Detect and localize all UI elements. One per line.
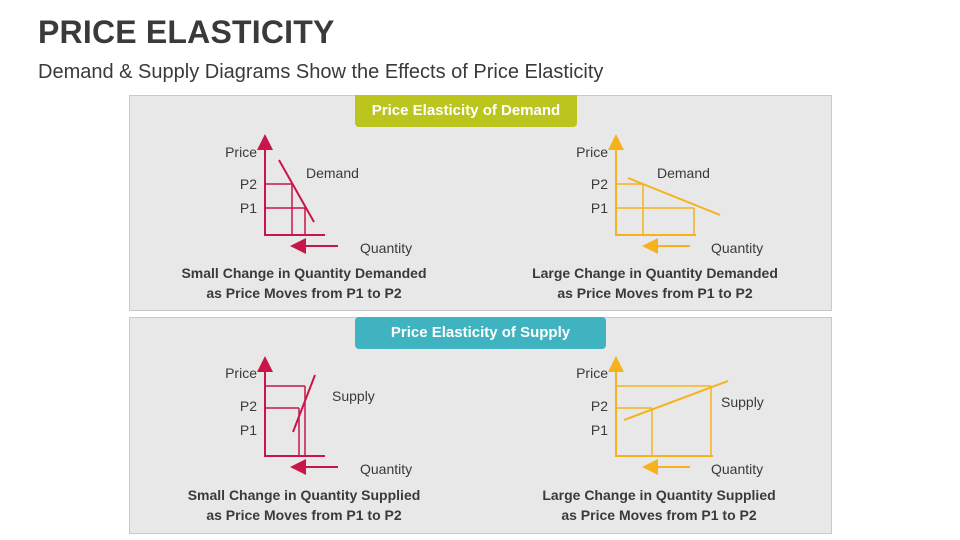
quantity-label: Quantity: [711, 461, 763, 477]
price-label: Price: [225, 144, 257, 160]
quantity-label: Quantity: [360, 240, 412, 256]
supply-right-caption: Large Change in Quantity Supplied as Pri…: [509, 485, 809, 525]
price-label: Price: [225, 365, 257, 381]
p2-label: P2: [240, 398, 257, 414]
demand-left-diagram: Price P2 P1 Demand Quantity: [225, 134, 412, 256]
demand-right-diagram: Price P2 P1 Demand Quantity: [576, 134, 763, 256]
curve-label: Supply: [721, 394, 764, 410]
supply-left-caption: Small Change in Quantity Supplied as Pri…: [154, 485, 454, 525]
demand-right-caption: Large Change in Quantity Demanded as Pri…: [505, 263, 805, 303]
demand-panel: [129, 95, 832, 311]
p2-label: P2: [240, 176, 257, 192]
curve-label: Supply: [332, 388, 375, 404]
p1-label: P1: [591, 422, 608, 438]
quantity-label: Quantity: [711, 240, 763, 256]
p1-label: P1: [240, 200, 257, 216]
supply-section-badge: Price Elasticity of Supply: [355, 317, 606, 349]
supply-left-diagram: Price P2 P1 Supply Quantity: [225, 356, 412, 477]
caption-line-2: as Price Moves from P1 to P2: [561, 507, 757, 523]
demand-left-caption: Small Change in Quantity Demanded as Pri…: [154, 263, 454, 303]
curve-label: Demand: [306, 165, 359, 181]
p1-label: P1: [591, 200, 608, 216]
supply-panel: [129, 317, 832, 534]
page-subtitle: Demand & Supply Diagrams Show the Effect…: [38, 61, 604, 83]
caption-line-2: as Price Moves from P1 to P2: [206, 285, 402, 301]
caption-line-2: as Price Moves from P1 to P2: [206, 507, 402, 523]
p2-label: P2: [591, 398, 608, 414]
caption-line-1: Small Change in Quantity Demanded: [181, 265, 427, 281]
supply-right-diagram: Price P2 P1 Supply Quantity: [576, 356, 764, 477]
p2-label: P2: [591, 176, 608, 192]
quantity-label: Quantity: [360, 461, 412, 477]
price-label: Price: [576, 365, 608, 381]
caption-line-2: as Price Moves from P1 to P2: [557, 285, 753, 301]
caption-line-1: Small Change in Quantity Supplied: [187, 487, 421, 503]
page-title: PRICE ELASTICITY: [38, 14, 335, 50]
demand-curve: [278, 159, 315, 223]
caption-line-1: Large Change in Quantity Demanded: [532, 265, 778, 281]
p1-label: P1: [240, 422, 257, 438]
curve-label: Demand: [657, 165, 710, 181]
supply-curve: [623, 380, 729, 421]
caption-line-1: Large Change in Quantity Supplied: [542, 487, 776, 503]
demand-section-badge: Price Elasticity of Demand: [355, 95, 577, 127]
price-label: Price: [576, 144, 608, 160]
supply-curve: [292, 374, 316, 433]
